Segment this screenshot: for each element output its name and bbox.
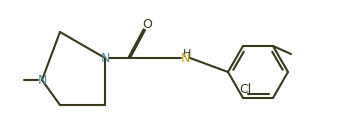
Text: O: O (142, 18, 152, 32)
Text: Cl: Cl (239, 83, 251, 96)
Text: N: N (37, 74, 47, 86)
Text: N: N (100, 51, 110, 65)
Text: N: N (180, 51, 190, 65)
Text: H: H (183, 49, 191, 59)
